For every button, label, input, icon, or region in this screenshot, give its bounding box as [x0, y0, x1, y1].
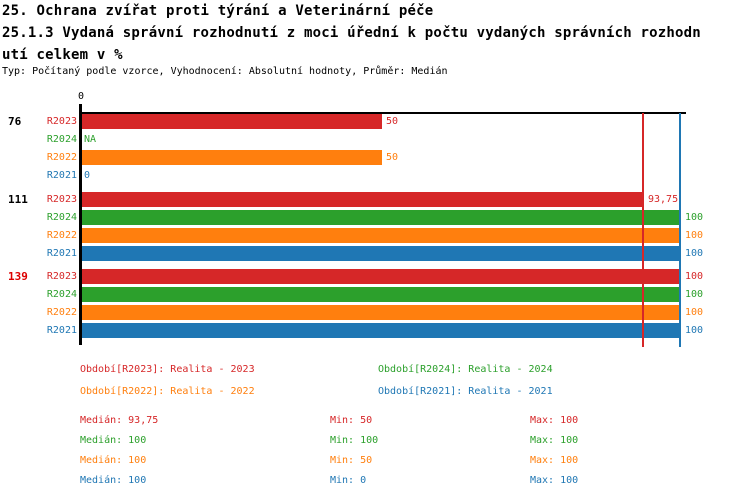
legend-entry-R2021: Období[R2021]: Realita - 2021 [378, 386, 553, 397]
series-label-R2023: R2023 [46, 116, 77, 127]
bar-R2023 [82, 114, 382, 129]
stat-median-R2021: Medián: 100 [80, 475, 147, 486]
stat-min-R2024: Min: 100 [330, 435, 379, 446]
stat-max-R2021: Max: 100 [530, 475, 579, 486]
bar-R2021 [82, 323, 681, 338]
stat-max-R2023: Max: 100 [530, 415, 579, 426]
stat-median-R2024: Medián: 100 [80, 435, 147, 446]
bar-value-label: 0 [84, 170, 91, 181]
group-total-label: 139 [8, 270, 28, 283]
bar-R2022 [82, 305, 681, 320]
stat-median-R2023: Medián: 93,75 [80, 415, 159, 426]
series-label-R2021: R2021 [46, 170, 77, 181]
group-total-label: 111 [8, 193, 28, 206]
bar-value-label: 100 [685, 271, 704, 282]
bar-R2023 [82, 192, 644, 207]
stat-min-R2023: Min: 50 [330, 415, 373, 426]
bar-value-label: 100 [685, 212, 704, 223]
series-label-R2022: R2022 [46, 152, 77, 163]
bar-value-label: 100 [685, 230, 704, 241]
stat-max-R2022: Max: 100 [530, 455, 579, 466]
bar-value-label: 50 [386, 152, 399, 163]
bar-value-label: 100 [685, 289, 704, 300]
series-label-R2021: R2021 [46, 248, 77, 259]
stat-min-R2021: Min: 0 [330, 475, 367, 486]
y-axis-line [79, 104, 82, 345]
bar-value-label: NA [84, 134, 97, 145]
x-axis-line [79, 112, 686, 114]
series-label-R2024: R2024 [46, 212, 77, 223]
bar-R2022 [82, 150, 382, 165]
bar-R2022 [82, 228, 681, 243]
median-line-R2023 [642, 113, 644, 347]
chart-subtitle: Typ: Počítaný podle vzorce, Vyhodnocení:… [2, 66, 448, 77]
stat-max-R2024: Max: 100 [530, 435, 579, 446]
stat-min-R2022: Min: 50 [330, 455, 373, 466]
group-total-label: 76 [8, 115, 22, 128]
series-label-R2021: R2021 [46, 325, 77, 336]
page-title-line2: 25.1.3 Vydaná správní rozhodnutí z moci … [2, 25, 701, 41]
series-label-R2023: R2023 [46, 271, 77, 282]
page-title-line1: 25. Ochrana zvířat proti týrání a Veteri… [2, 3, 434, 19]
stat-median-R2022: Medián: 100 [80, 455, 147, 466]
bar-value-label: 50 [386, 116, 399, 127]
axis-tick-label-zero: 0 [77, 91, 85, 102]
page-title-line3: utí celkem v % [2, 47, 123, 63]
legend-entry-R2022: Období[R2022]: Realita - 2022 [80, 386, 255, 397]
bar-R2024 [82, 287, 681, 302]
bar-value-label: 100 [685, 325, 704, 336]
bar-R2024 [82, 210, 681, 225]
bar-value-label: 100 [685, 307, 704, 318]
bar-R2021 [82, 246, 681, 261]
median-line-R2021 [679, 113, 681, 347]
series-label-R2024: R2024 [46, 134, 77, 145]
legend-entry-R2023: Období[R2023]: Realita - 2023 [80, 364, 255, 375]
series-label-R2022: R2022 [46, 307, 77, 318]
series-label-R2024: R2024 [46, 289, 77, 300]
bar-value-label: 100 [685, 248, 704, 259]
legend-entry-R2024: Období[R2024]: Realita - 2024 [378, 364, 553, 375]
series-label-R2023: R2023 [46, 194, 77, 205]
bar-R2023 [82, 269, 681, 284]
bar-value-label: 93,75 [648, 194, 679, 205]
series-label-R2022: R2022 [46, 230, 77, 241]
